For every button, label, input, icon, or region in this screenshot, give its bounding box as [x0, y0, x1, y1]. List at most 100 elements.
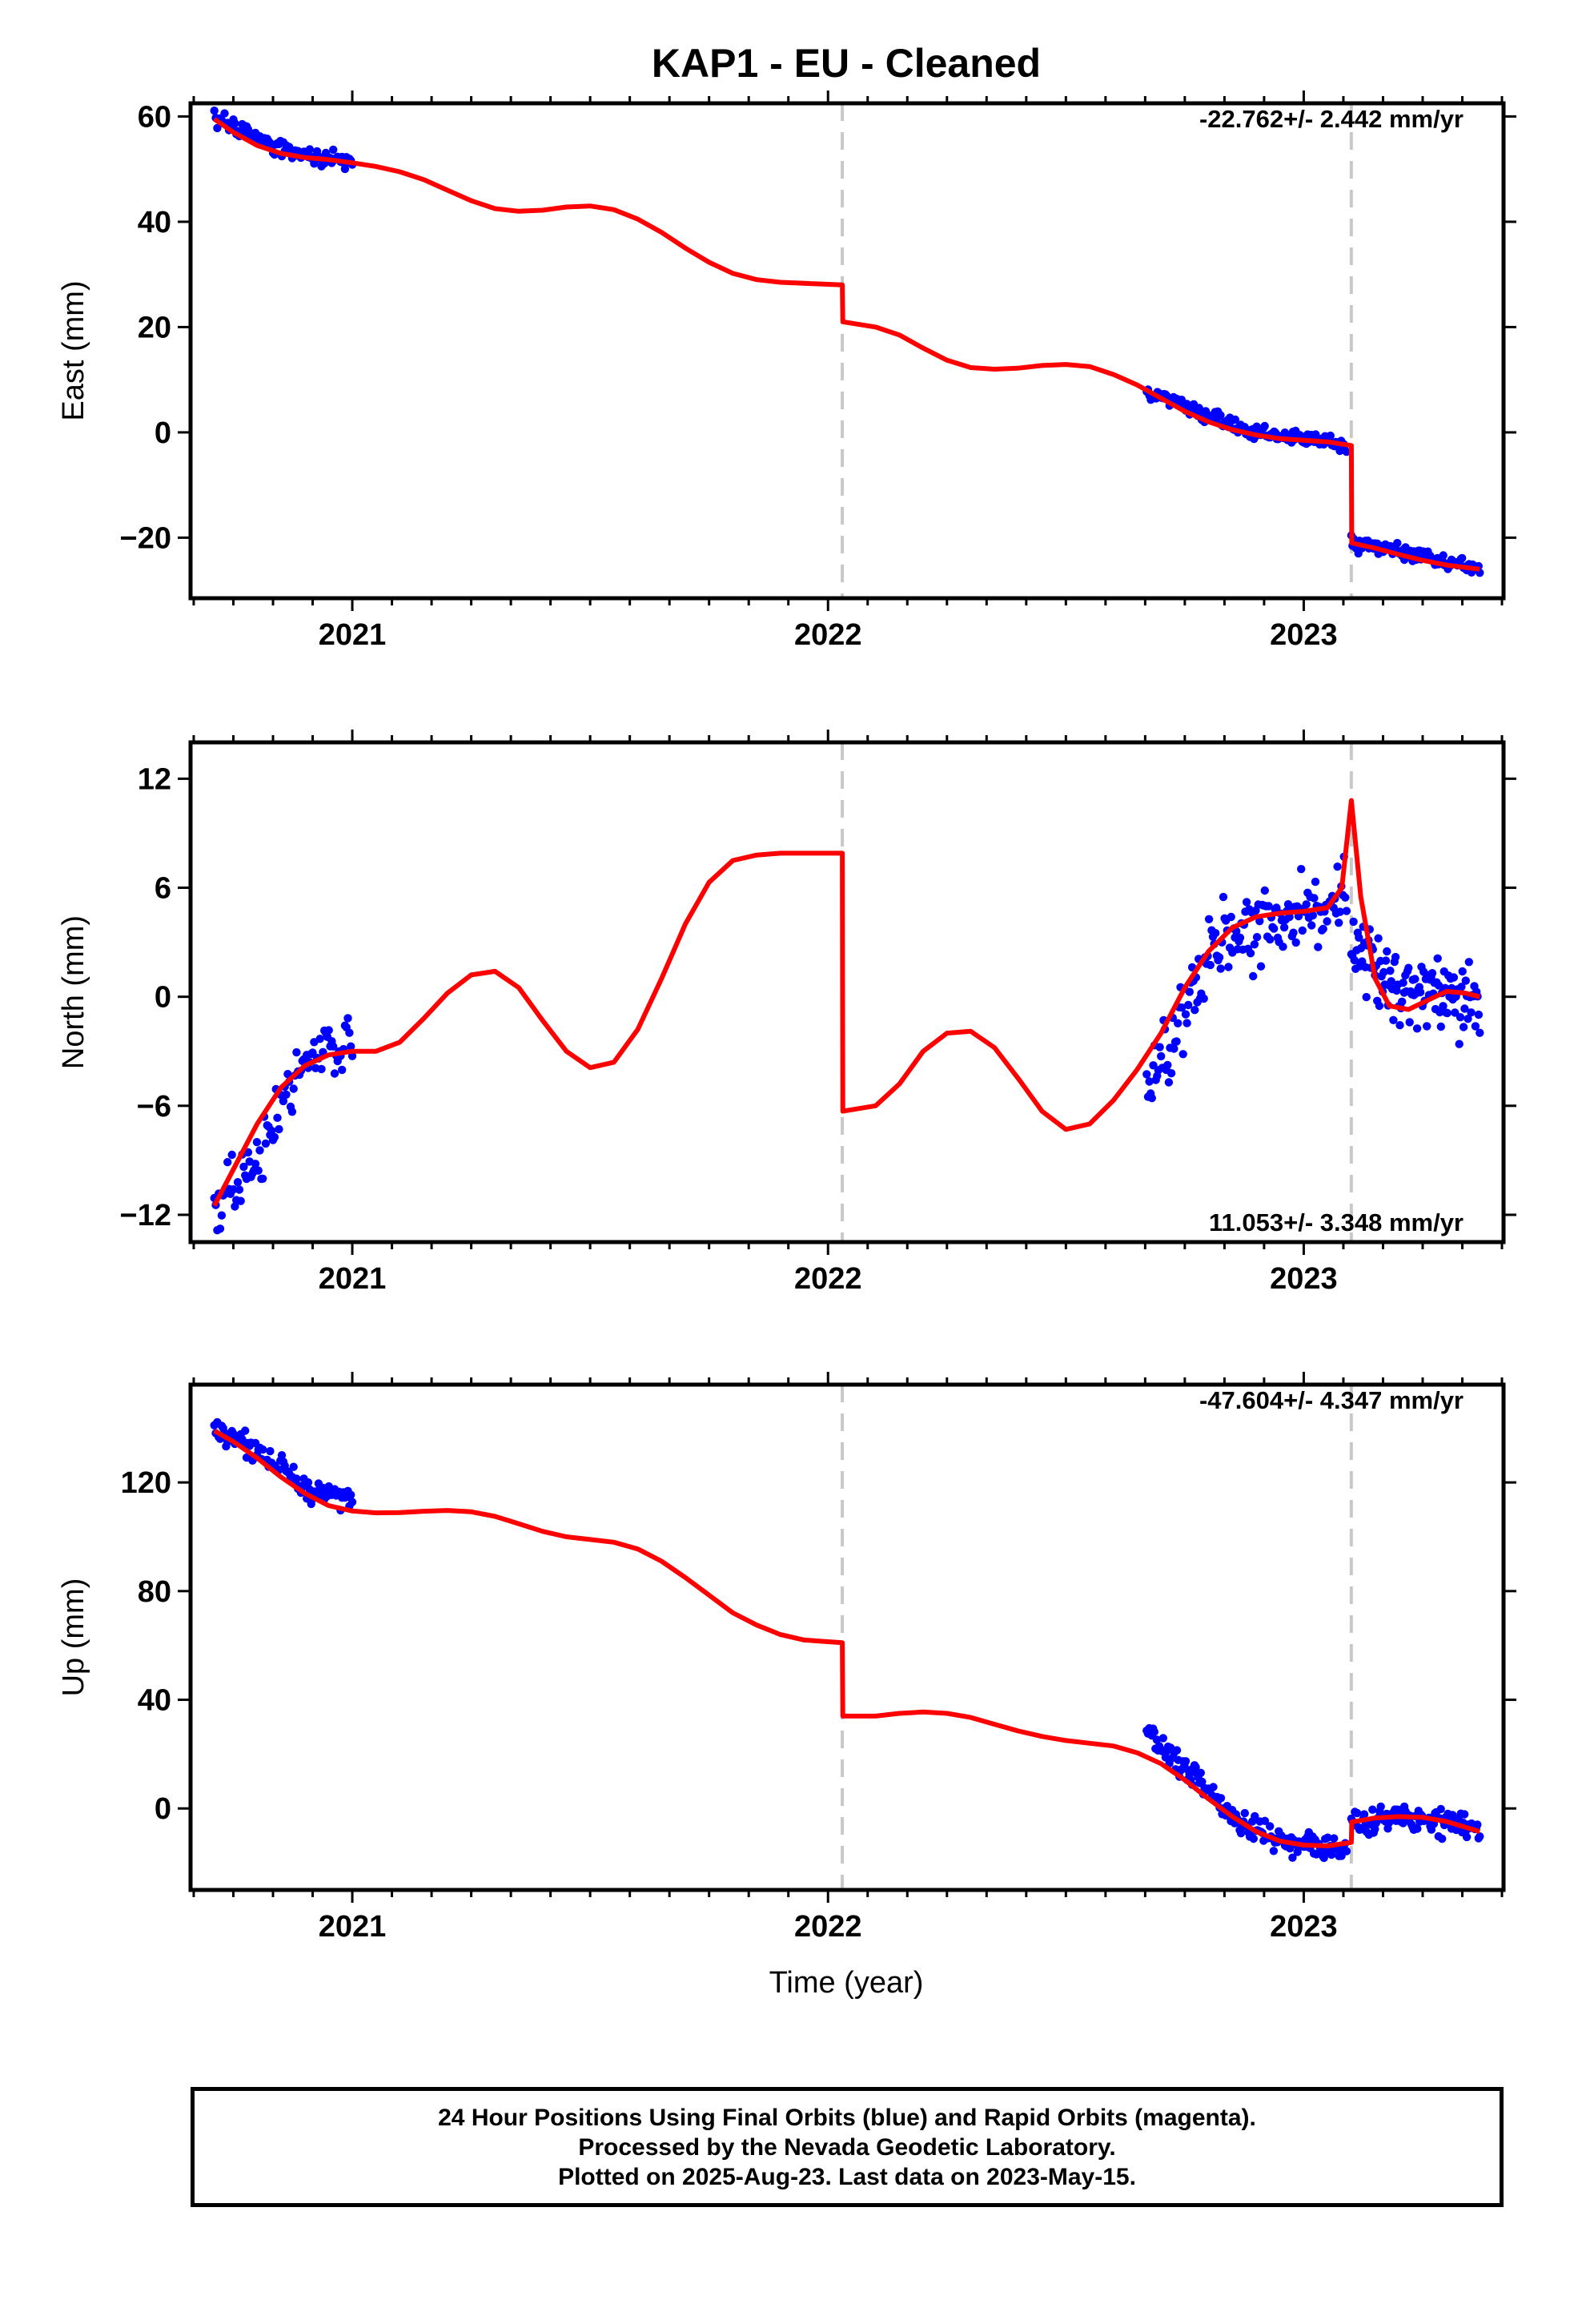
data-point: [227, 1150, 236, 1160]
data-point: [1342, 1847, 1351, 1856]
data-point: [1224, 963, 1233, 971]
data-point: [254, 1166, 263, 1175]
figure-title: KAP1 - EU - Cleaned: [652, 41, 1041, 86]
north-panel: 2021 2022 2023 12 6 0 −6 −12 North (mm) 11.053+/-…: [57, 730, 1516, 1296]
data-point: [1157, 1051, 1166, 1061]
data-point: [1170, 1044, 1178, 1053]
data-point: [1246, 949, 1255, 958]
data-point: [1216, 411, 1225, 420]
data-point: [1166, 1069, 1176, 1078]
data-point: [1216, 964, 1225, 973]
data-point: [1458, 967, 1467, 976]
data-point: [1458, 553, 1467, 563]
footer-box: 24 Hour Positions Using Final Orbits (bl…: [191, 2087, 1504, 2207]
footer-line-2: Processed by the Nevada Geodetic Laborat…: [578, 2133, 1116, 2161]
y-tick-label: 0: [155, 416, 171, 450]
data-point: [1250, 940, 1259, 949]
data-point: [239, 1162, 248, 1172]
data-point: [275, 1124, 283, 1134]
data-point: [1461, 976, 1471, 985]
data-point: [1455, 1039, 1464, 1048]
data-point: [1391, 952, 1400, 962]
data-point: [289, 1462, 298, 1471]
data-point: [1199, 994, 1208, 1003]
data-point: [1399, 979, 1407, 987]
data-point: [1184, 1000, 1193, 1010]
data-point: [1471, 1022, 1480, 1031]
data-point: [330, 1069, 339, 1078]
y-tick-label: 120: [121, 1466, 171, 1500]
data-point: [1319, 1853, 1328, 1863]
data-point: [1353, 1808, 1362, 1818]
data-point: [1310, 894, 1319, 903]
x-axis-label: Time (year): [769, 1966, 924, 2000]
data-point: [1323, 1833, 1332, 1842]
data-point: [1174, 1019, 1182, 1028]
data-point: [1227, 912, 1235, 922]
data-point: [1436, 1804, 1445, 1814]
data-point: [1288, 1853, 1297, 1862]
data-point: [287, 1108, 297, 1116]
data-point: [1330, 1834, 1339, 1843]
data-point: [273, 1113, 282, 1123]
data-point: [1150, 1727, 1159, 1736]
data-point: [1439, 551, 1447, 560]
data-point: [1311, 430, 1320, 439]
y-tick-label: 80: [138, 1575, 171, 1609]
data-point: [345, 1028, 354, 1037]
data-point: [1439, 1002, 1447, 1011]
data-point: [1368, 1805, 1377, 1814]
data-point: [1438, 1834, 1447, 1844]
data-point: [231, 119, 239, 128]
x-tick-label: 2023: [1270, 1910, 1338, 1944]
east-plot-frame: [188, 101, 1506, 601]
data-point: [1260, 886, 1270, 895]
up-rate-label: -47.604+/- 4.347 mm/yr: [1199, 1386, 1464, 1414]
data-point: [1311, 877, 1320, 887]
data-point: [1464, 958, 1474, 967]
data-point: [1158, 1734, 1168, 1743]
data-point: [1182, 1019, 1191, 1027]
data-point: [1236, 1829, 1246, 1838]
x-tick-label: 2021: [319, 1262, 387, 1296]
data-point: [1155, 1043, 1164, 1051]
data-point: [1308, 911, 1318, 920]
data-point: [324, 1026, 333, 1035]
east-data-points: [210, 107, 1484, 577]
data-point: [233, 1178, 243, 1187]
data-point: [1342, 907, 1351, 915]
data-point: [1376, 1802, 1385, 1811]
data-point: [1427, 969, 1437, 978]
y-tick-label: −12: [120, 1199, 171, 1232]
up-y-axis-label: Up (mm): [57, 1578, 90, 1697]
data-point: [1231, 415, 1240, 424]
data-point: [1152, 1735, 1162, 1744]
data-point: [282, 1090, 291, 1100]
data-point: [1449, 973, 1459, 982]
north-data-points: [210, 852, 1484, 1235]
north-plot-frame: [188, 740, 1506, 1244]
y-tick-label: 0: [155, 981, 171, 1015]
data-point: [303, 1478, 313, 1487]
data-point: [235, 1185, 244, 1194]
data-point: [1435, 1007, 1444, 1017]
data-point: [1279, 943, 1287, 951]
data-point: [1198, 1777, 1207, 1787]
data-point: [1434, 981, 1443, 990]
data-point: [347, 1498, 357, 1506]
data-point: [1164, 1078, 1174, 1087]
data-point: [283, 1070, 292, 1079]
data-point: [1459, 1023, 1468, 1031]
data-point: [1298, 926, 1307, 935]
data-point: [1379, 967, 1388, 977]
data-point: [1443, 1008, 1452, 1018]
data-point: [1412, 1024, 1422, 1033]
data-point: [231, 1202, 239, 1211]
data-point: [1474, 1010, 1484, 1019]
data-point: [229, 1185, 238, 1194]
y-tick-label: 60: [138, 100, 171, 134]
data-point: [1269, 1847, 1279, 1856]
data-point: [1242, 898, 1251, 907]
data-point: [1393, 538, 1402, 548]
